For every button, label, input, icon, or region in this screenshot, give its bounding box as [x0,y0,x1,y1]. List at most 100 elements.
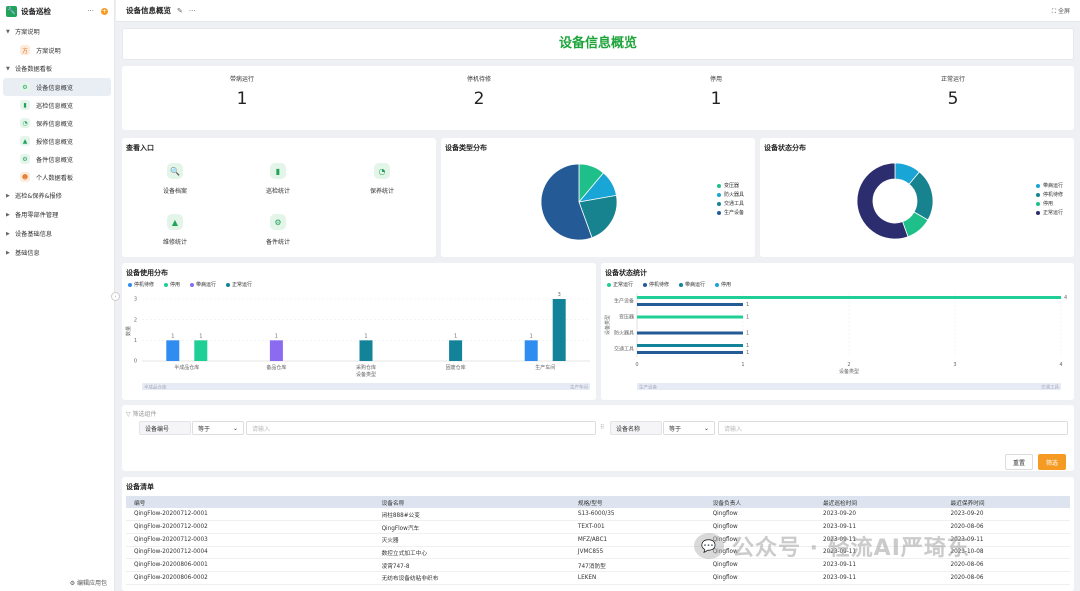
filter-button[interactable]: 筛选 [1038,454,1066,470]
y-tick-label: 变压器 [619,314,634,321]
legend-item[interactable]: 停机待修 [1036,190,1063,199]
zoom-slider[interactable] [142,383,590,390]
legend-dot [717,210,721,215]
fullscreen-button[interactable]: ⛶ 全屏 [1051,7,1070,15]
legend-item[interactable]: 防火器具 [717,190,744,199]
watermark: 💬 公众号 · 轻流AI严琦东 [694,530,970,562]
legend-item[interactable]: 停机待修 [643,281,669,288]
legend-item[interactable]: 交通工具 [717,199,744,208]
legend-label: 正常运行 [1043,210,1064,216]
item-label: 巡检信息概览 [36,102,74,110]
table-cell: 2023-09-11 [814,571,943,585]
entry-maintenance-stats[interactable]: ◔ 保养统计 [347,163,417,195]
table-row[interactable]: QingFlow-20200712-0003 灭火器 MFZ/ABC1 Qingflo… [126,533,1070,547]
legend-item[interactable]: 停机待修 [128,281,154,288]
table-row[interactable]: QingFlow-20200806-0001 凌霄747-8 747消防型 Qingf… [126,558,1070,572]
bar[interactable] [637,296,1061,299]
sidebar-item-personal-dashboard[interactable]: ☻ 个人数据看板 [3,168,111,186]
table-row[interactable]: QingFlow-20200806-0002 无纺布设备纺粘非织布 LEKEN Qin… [126,571,1070,585]
filter-input-device-name[interactable]: 请输入 [718,421,1068,435]
bar[interactable] [637,344,743,347]
chart-title: 设备类型分布 [445,144,487,152]
caret-right-icon: ▶ [6,249,10,256]
filter-input-device-id[interactable]: 请输入 [246,421,596,435]
table-cell: 凌霄747-8 [373,558,570,572]
sidebar-item-spare-overview[interactable]: ⚙ 备件信息概览 [3,150,111,168]
bar[interactable] [194,340,208,361]
column-header: 设备负责人 [704,496,815,508]
entry-inspection-stats[interactable]: ▮ 巡检统计 [243,163,313,195]
kpi-label: 停机待修 [466,76,491,83]
collapse-sidebar-icon[interactable]: ‹ [111,292,120,301]
sidebar-item-inspection-overview[interactable]: ▮ 巡检信息概览 [3,96,111,114]
x-tick-label: 2 [847,362,850,368]
entry-spare-stats[interactable]: ⚙ 备件统计 [243,214,313,246]
bar-value-label: 1 [454,333,457,339]
bar[interactable] [449,340,463,361]
entry-device-archive[interactable]: 🔍 设备档案 [140,163,210,195]
sidebar-group-inspection[interactable]: ▶ 巡检&保养&报修 [0,186,114,205]
entry-card: 查看入口 🔍 设备档案 ▮ 巡检统计 ◔ 保养统计 ▲ 维修统计 ⚙ 备件统计 [122,138,436,257]
bar[interactable] [637,315,743,319]
legend-item[interactable]: 变压器 [717,181,744,190]
device-type-legend: 变压器 防火器具 交通工具 生产设备 [717,181,744,217]
legend-item[interactable]: 停用 [715,281,731,288]
legend-item[interactable]: 带病运行 [1036,181,1063,190]
sidebar-item-maintenance-overview[interactable]: ◔ 保养信息概览 [3,114,111,132]
sidebar-item-plan[interactable]: 方方案说明 [3,41,111,59]
legend-item[interactable]: 生产设备 [717,208,744,217]
bar[interactable] [552,299,566,361]
drag-handle-icon[interactable]: ⠿ [600,424,605,431]
legend-dot [717,192,721,197]
legend-item[interactable]: 停用 [164,281,180,288]
reset-button[interactable]: 重置 [1005,454,1033,470]
table-row[interactable]: QingFlow-20200712-0004 数控立式加工中心 JVMC855 Qin… [126,546,1070,560]
bar[interactable] [637,331,743,335]
zoom-slider[interactable] [637,383,1061,390]
legend-item[interactable]: 停用 [1036,199,1063,208]
add-icon[interactable]: + [101,7,108,15]
filter-op-select-1[interactable]: 等于 ⌄ [192,421,244,435]
kpi-card: 带病运行 1 停机待修 2 停用 1 正常运行 5 [122,66,1074,130]
sidebar-group-device-info[interactable]: ▶ 设备基础信息 [0,224,114,243]
entry-repair-stats[interactable]: ▲ 维修统计 [140,214,210,246]
pin-icon[interactable]: ✎ [177,6,183,15]
bar[interactable] [269,340,283,361]
entry-label: 保养统计 [369,188,394,195]
bar[interactable] [166,340,180,361]
bar[interactable] [637,351,743,354]
legend-item[interactable]: 正常运行 [1036,208,1063,217]
legend-item[interactable]: 正常运行 [607,281,633,288]
y-tick-label: 交通工具 [614,346,634,353]
sidebar-item-repair-overview[interactable]: ▲ 报修信息概览 [3,132,111,150]
search-icon: 🔍 [167,163,183,179]
table-cell: 2023-09-11 [814,533,943,547]
legend-item[interactable]: 带病运行 [190,281,216,288]
sidebar-group-base-info[interactable]: ▶ 基础信息 [0,243,114,262]
sidebar-group-plan[interactable]: ▼ 方案说明 [0,22,114,41]
legend-item[interactable]: 带病运行 [679,281,705,288]
sidebar-item-device-overview[interactable]: ⚙ 设备信息概览 [3,78,111,96]
legend-dot [164,282,169,287]
table-header-row: 编号 设备名称 规格/型号 设备负责人 最近巡检时间 最近保养时间 [126,496,1070,508]
pie-slice[interactable] [540,163,593,241]
sidebar-group-dashboard[interactable]: ▼ 设备数据看板 [0,59,114,78]
bar[interactable] [524,340,538,361]
pie-slice[interactable] [856,162,909,240]
table-row[interactable]: QingFlow-20200712-0001 闭柱888#公变 S13-6000/3… [126,508,1070,522]
table-cell: 2023-09-11 [814,546,943,560]
table-row[interactable]: QingFlow-20200712-0002 QingFlow汽车 TEXT-001… [126,520,1070,534]
bar[interactable] [359,340,373,361]
more-icon[interactable]: ··· [188,6,196,15]
table-cell: 2023-09-20 [942,508,1070,522]
legend-label: 停用 [721,282,732,288]
bar[interactable] [637,303,743,306]
more-icon[interactable]: ··· [87,7,94,15]
device-list-card: 设备清单 编号 设备名称 规格/型号 设备负责人 最近巡检时间 最近保养时间 QingFl… [122,477,1074,591]
legend-item[interactable]: 正常运行 [226,281,252,288]
filter-op-select-2[interactable]: 等于 ⌄ [663,421,715,435]
sidebar-group-spare-parts[interactable]: ▶ 备用零部件管理 [0,205,114,224]
edit-app-button[interactable]: ⚙ 编辑应用包 [69,580,107,587]
kpi-label: 带病运行 [229,76,254,83]
op-value: 等于 [669,425,682,433]
